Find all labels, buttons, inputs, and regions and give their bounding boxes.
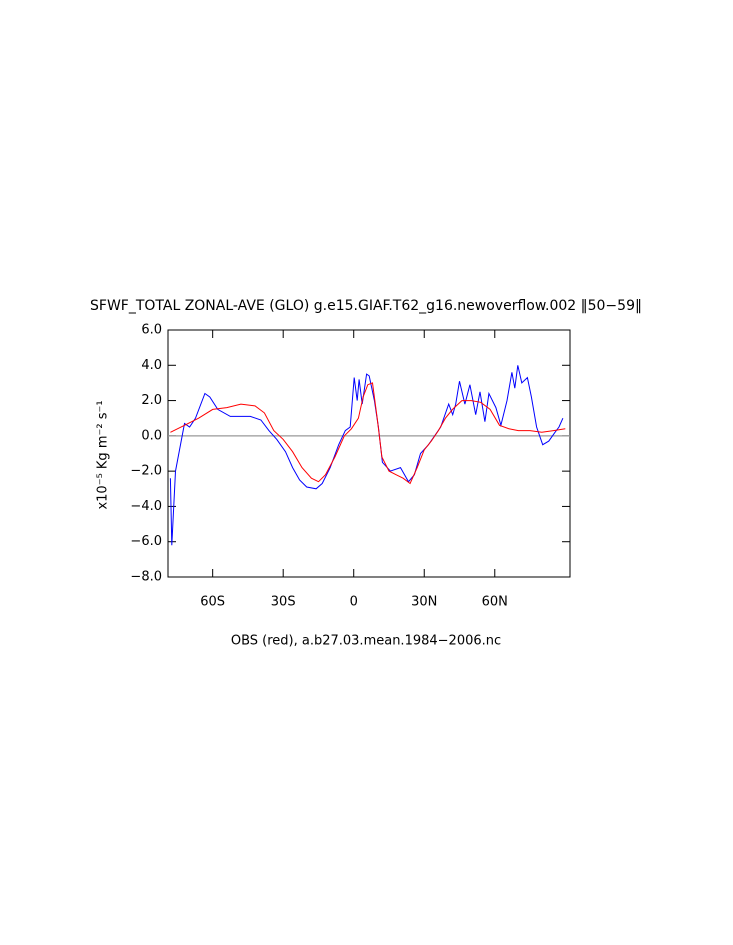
series-line (169, 365, 564, 546)
y-tick-label: 2.0 (141, 393, 162, 408)
series-line (170, 382, 566, 485)
y-tick-label: 0.0 (141, 428, 162, 443)
y-tick-label: 6.0 (141, 323, 162, 338)
y-tick-label: −8.0 (130, 570, 162, 585)
x-tick-label: 30N (411, 595, 437, 610)
plot-frame (167, 329, 571, 578)
x-tick-label: 30S (271, 595, 296, 610)
y-tick-label: −2.0 (130, 464, 162, 479)
x-tick-label: 60N (482, 595, 508, 610)
x-tick-label: 0 (350, 595, 358, 610)
y-tick-label: 4.0 (141, 358, 162, 373)
y-axis-label: x10⁻⁵ Kg m⁻² s⁻¹ (96, 400, 111, 509)
y-tick-label: −4.0 (130, 499, 162, 514)
annotation: OBS (red), a.b27.03.mean.1984−2006.nc (231, 634, 501, 649)
chart-title: SFWF_TOTAL ZONAL-AVE (GLO) g.e15.GIAF.T6… (90, 298, 642, 314)
x-tick-label: 60S (200, 595, 225, 610)
y-tick-label: −6.0 (130, 534, 162, 549)
